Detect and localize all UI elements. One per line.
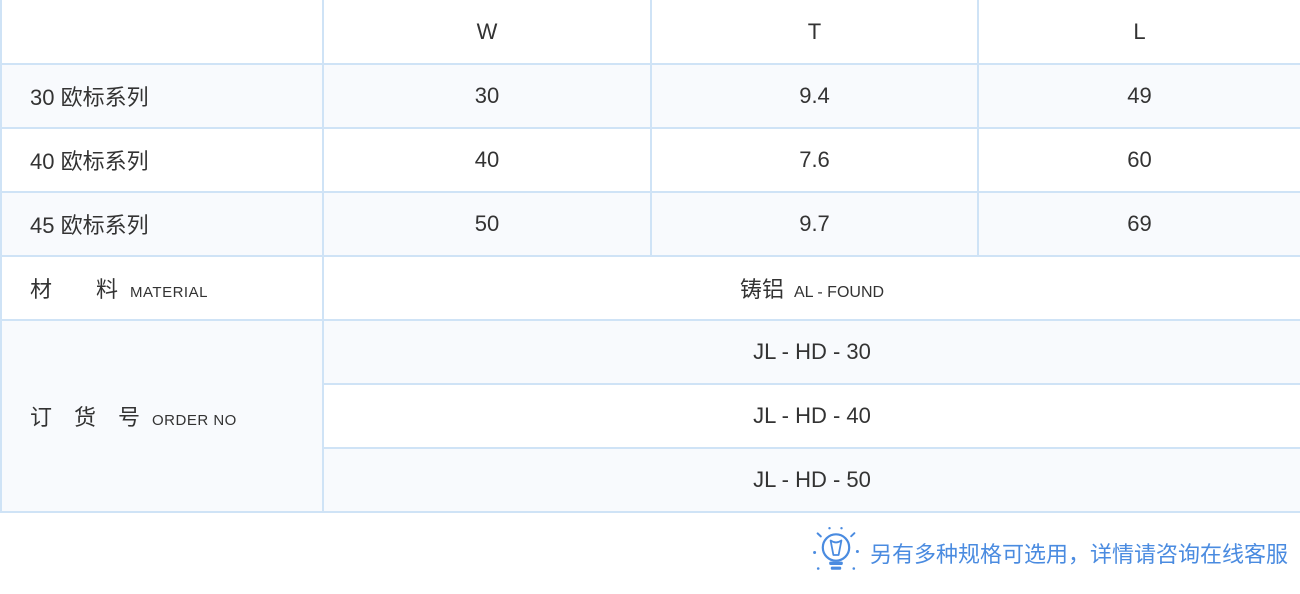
value-t: 7.6 xyxy=(650,127,979,193)
order-label-cell: 订 货 号 ORDER NO xyxy=(0,319,324,513)
table-header-row: W T L xyxy=(0,0,1300,65)
footer-note-text: 另有多种规格可选用，详情请咨询在线客服 xyxy=(869,542,1288,567)
header-cell-w: W xyxy=(322,0,652,65)
order-label-cn: 订 货 号 xyxy=(30,405,141,430)
table-row-series-40: 40 欧标系列 40 7.6 60 xyxy=(0,127,1300,193)
material-label-en: MATERIAL xyxy=(130,284,208,301)
value-t: 9.4 xyxy=(650,63,979,129)
material-value-cn: 铸铝 xyxy=(739,277,784,302)
series-label: 40 欧标系列 xyxy=(0,127,324,193)
header-cell-t: T xyxy=(650,0,979,65)
order-number: JL - HD - 50 xyxy=(322,447,1300,513)
value-w: 40 xyxy=(322,127,652,193)
series-label: 30 欧标系列 xyxy=(0,63,324,129)
value-w: 30 xyxy=(322,63,652,129)
series-label: 45 欧标系列 xyxy=(0,191,324,257)
order-number: JL - HD - 40 xyxy=(322,383,1300,449)
header-cell-series xyxy=(0,0,324,65)
lightbulb-icon xyxy=(813,527,859,570)
value-w: 50 xyxy=(322,191,652,257)
material-value-cell: 铸铝 AL - FOUND xyxy=(322,255,1300,321)
value-l: 49 xyxy=(977,63,1300,129)
order-label-en: ORDER NO xyxy=(152,412,237,429)
table-row-order-40: JL - HD - 40 xyxy=(1,383,1300,449)
table-row-series-30: 30 欧标系列 30 9.4 49 xyxy=(0,63,1300,129)
table-row-material: 材 料 MATERIAL 铸铝 AL - FOUND xyxy=(0,255,1300,321)
material-label-cn: 材 料 xyxy=(30,277,119,302)
table-row-order-30: 订 货 号 ORDER NO JL - HD - 30 xyxy=(0,319,1300,513)
table-row-order-50: JL - HD - 50 xyxy=(1,447,1300,513)
material-label-cell: 材 料 MATERIAL xyxy=(0,255,324,321)
value-l: 69 xyxy=(977,191,1300,257)
value-l: 60 xyxy=(977,127,1300,193)
value-t: 9.7 xyxy=(650,191,979,257)
order-number: JL - HD - 30 xyxy=(322,319,1300,385)
table-row-series-45: 45 欧标系列 50 9.7 69 xyxy=(0,191,1300,257)
header-cell-l: L xyxy=(977,0,1300,65)
footer-note: 另有多种规格可选用，详情请咨询在线客服 xyxy=(0,513,1300,593)
spec-table: W T L 30 欧标系列 30 9.4 49 40 欧标系列 40 7.6 6… xyxy=(0,0,1300,513)
material-value-en: AL - FOUND xyxy=(793,284,885,301)
